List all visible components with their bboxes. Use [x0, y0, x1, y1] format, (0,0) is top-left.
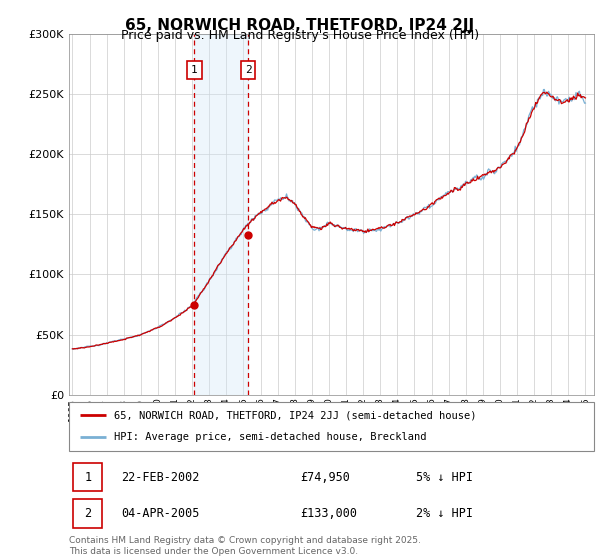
FancyBboxPatch shape — [69, 402, 594, 451]
FancyBboxPatch shape — [73, 463, 102, 491]
Text: 04-APR-2005: 04-APR-2005 — [121, 507, 200, 520]
Text: 65, NORWICH ROAD, THETFORD, IP24 2JJ: 65, NORWICH ROAD, THETFORD, IP24 2JJ — [125, 18, 475, 33]
Text: 1: 1 — [191, 65, 198, 74]
Text: 5% ↓ HPI: 5% ↓ HPI — [415, 470, 473, 484]
Text: Price paid vs. HM Land Registry's House Price Index (HPI): Price paid vs. HM Land Registry's House … — [121, 29, 479, 42]
Text: HPI: Average price, semi-detached house, Breckland: HPI: Average price, semi-detached house,… — [113, 432, 426, 442]
Text: Contains HM Land Registry data © Crown copyright and database right 2025.
This d: Contains HM Land Registry data © Crown c… — [69, 536, 421, 556]
Text: 2: 2 — [85, 507, 91, 520]
Text: £74,950: £74,950 — [300, 470, 350, 484]
Text: 1: 1 — [85, 470, 91, 484]
FancyBboxPatch shape — [73, 500, 102, 528]
Bar — [194, 34, 248, 395]
Text: 2% ↓ HPI: 2% ↓ HPI — [415, 507, 473, 520]
Text: £133,000: £133,000 — [300, 507, 357, 520]
Text: 65, NORWICH ROAD, THETFORD, IP24 2JJ (semi-detached house): 65, NORWICH ROAD, THETFORD, IP24 2JJ (se… — [113, 410, 476, 421]
Text: 2: 2 — [245, 65, 251, 74]
Text: 22-FEB-2002: 22-FEB-2002 — [121, 470, 200, 484]
